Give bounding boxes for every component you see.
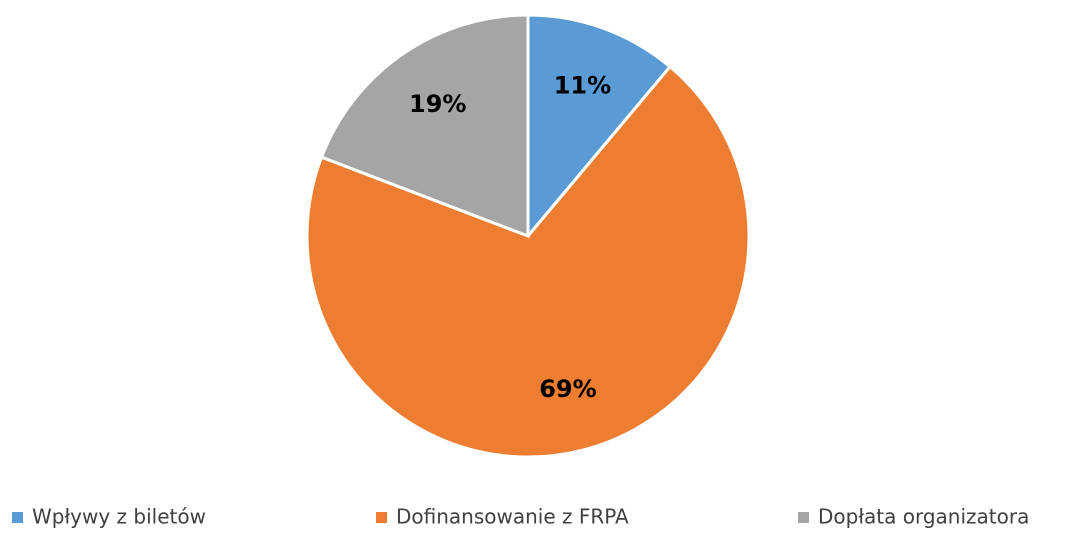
legend-label: Dopłata organizatora — [818, 505, 1029, 529]
legend-marker — [798, 512, 809, 523]
data-label: 69% — [539, 375, 596, 403]
legend-marker — [12, 512, 23, 523]
pie-slice — [319, 13, 530, 239]
legend-label: Wpływy z biletów — [32, 505, 206, 529]
legend-marker — [376, 512, 387, 523]
data-label: 19% — [409, 90, 466, 118]
data-label: 11% — [554, 71, 611, 99]
pie-slice — [526, 13, 673, 241]
legend-label: Dofinansowanie z FRPA — [396, 505, 629, 529]
pie-slice — [305, 64, 751, 459]
